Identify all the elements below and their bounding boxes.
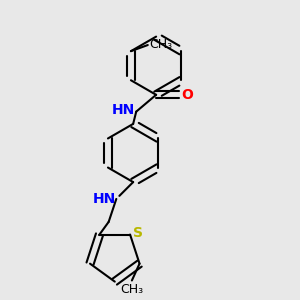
Text: CH₃: CH₃ [149, 38, 172, 51]
Text: HN: HN [93, 192, 116, 206]
Text: HN: HN [111, 103, 135, 117]
Text: O: O [182, 88, 194, 102]
Text: S: S [133, 226, 143, 240]
Text: CH₃: CH₃ [120, 283, 143, 296]
